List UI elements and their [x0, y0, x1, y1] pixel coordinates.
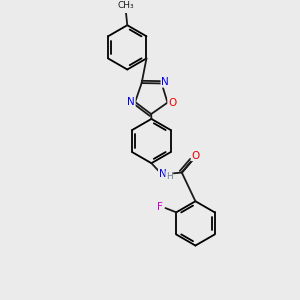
Text: F: F: [158, 202, 163, 212]
Text: O: O: [168, 98, 176, 108]
Text: CH₃: CH₃: [117, 2, 134, 10]
Text: H: H: [166, 172, 173, 181]
Text: N: N: [161, 77, 169, 87]
Text: N: N: [159, 169, 167, 179]
Text: N: N: [127, 97, 135, 107]
Text: O: O: [191, 151, 200, 160]
